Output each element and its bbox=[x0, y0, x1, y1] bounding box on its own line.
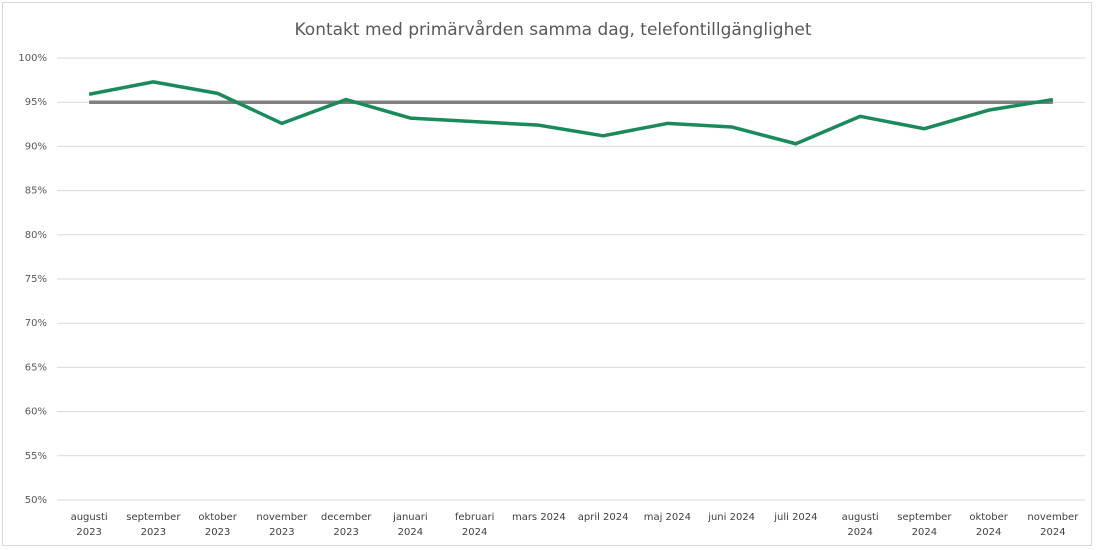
line-series bbox=[88, 80, 1054, 146]
x-tick-label: april 2024 bbox=[577, 512, 629, 523]
y-tick-label: 90% bbox=[25, 141, 47, 152]
x-tick-label: juni 2024 bbox=[708, 512, 756, 523]
y-tick-label: 70% bbox=[25, 318, 47, 329]
y-tick-label: 95% bbox=[25, 97, 47, 108]
y-tick-label: 75% bbox=[25, 274, 47, 285]
x-tick-label: november 2024 bbox=[1027, 512, 1079, 538]
y-tick-label: 60% bbox=[25, 407, 47, 418]
x-tick-label: oktober 2023 bbox=[198, 512, 237, 538]
y-tick-label: 50% bbox=[25, 495, 47, 506]
x-tick-label: september 2023 bbox=[126, 512, 181, 538]
x-tick-label: augusti 2024 bbox=[841, 512, 879, 538]
x-tick-label: september 2024 bbox=[897, 512, 952, 538]
x-tick-label: augusti 2023 bbox=[70, 512, 108, 538]
y-tick-label: 80% bbox=[25, 230, 47, 241]
x-tick-label: november 2023 bbox=[256, 512, 308, 538]
x-tick-label: december 2023 bbox=[320, 512, 372, 538]
x-tick-label: januari 2024 bbox=[393, 512, 428, 538]
y-tick-label: 100% bbox=[18, 53, 47, 64]
chart-title: Kontakt med primärvården samma dag, tele… bbox=[295, 19, 812, 40]
x-tick-label: juli 2024 bbox=[774, 512, 818, 523]
x-tick-label: februari 2024 bbox=[454, 512, 495, 538]
x-tick-label: mars 2024 bbox=[511, 512, 566, 523]
y-tick-label: 85% bbox=[25, 186, 47, 197]
x-tick-label: maj 2024 bbox=[643, 512, 692, 523]
y-tick-label: 65% bbox=[25, 362, 47, 373]
x-tick-label: oktober 2024 bbox=[969, 512, 1008, 538]
y-tick-label: 55% bbox=[25, 451, 47, 462]
